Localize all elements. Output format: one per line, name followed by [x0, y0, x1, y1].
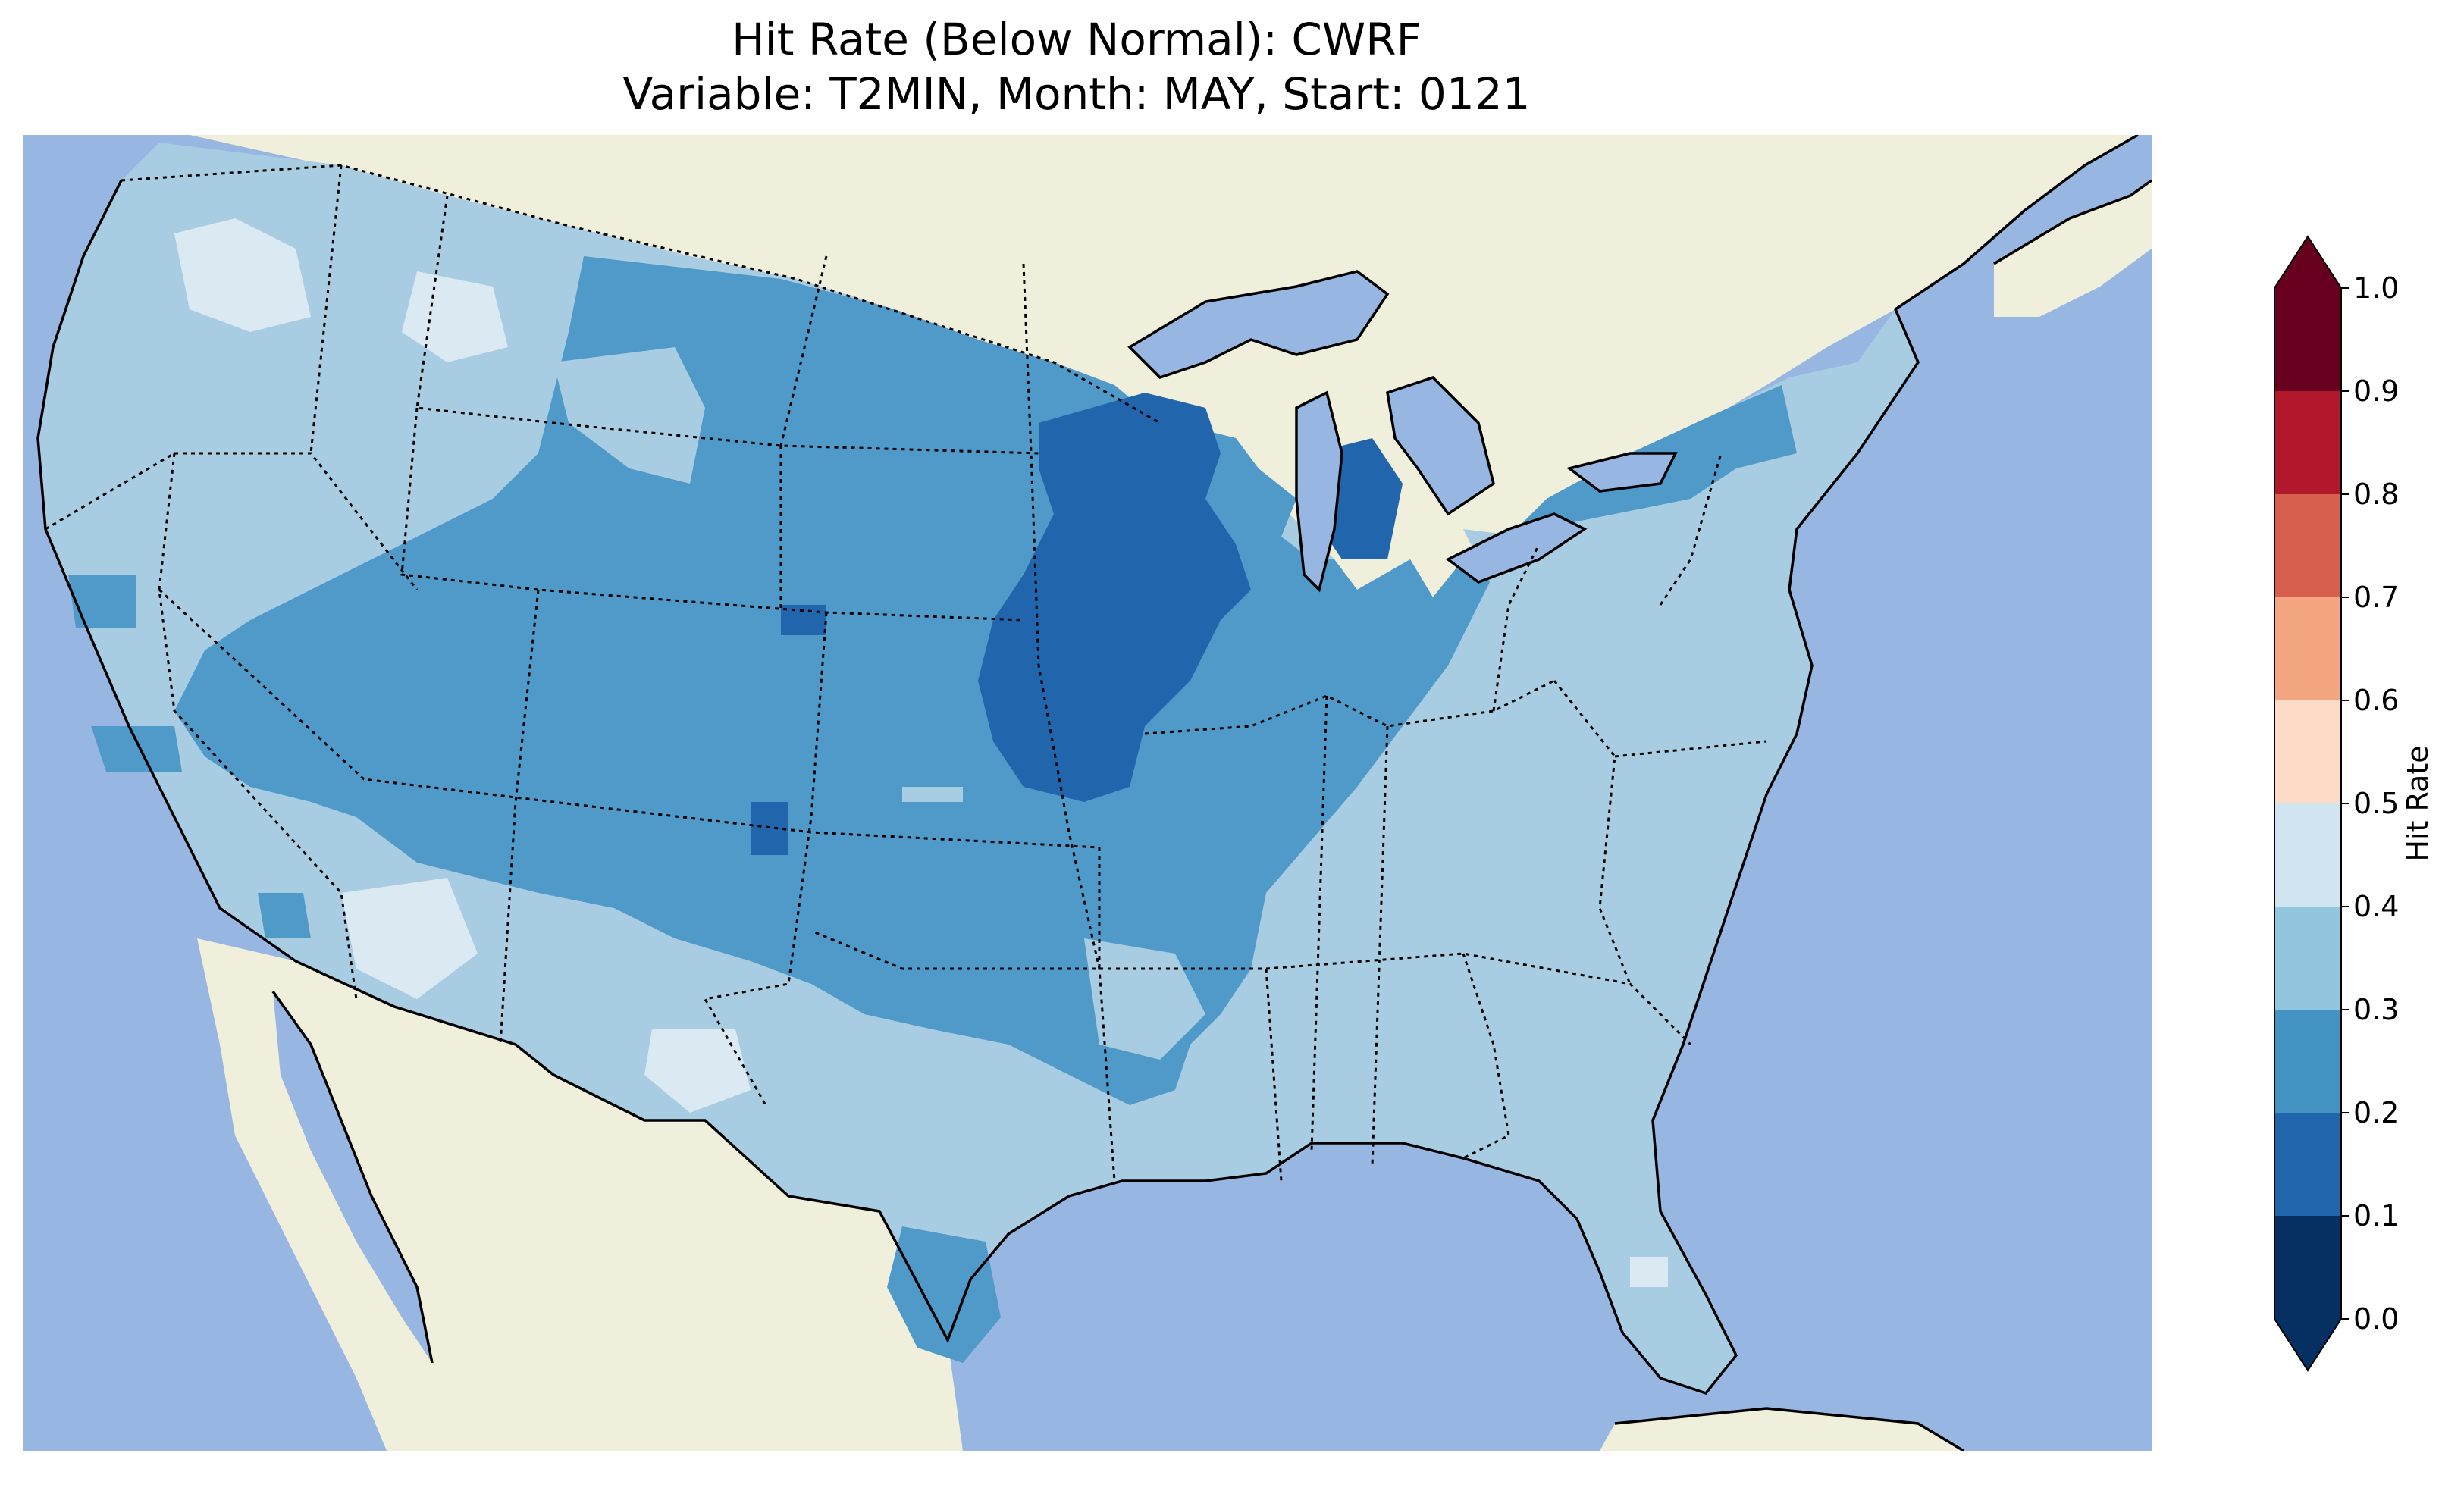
coastlines [36, 135, 2152, 1451]
lake-superior [1130, 271, 1387, 377]
colorbar-segment [2274, 391, 2341, 494]
colorbar-tick-label: 0.0 [2353, 1302, 2399, 1336]
colorbar-tick-label: 0.7 [2353, 581, 2399, 614]
colorbar-tick-label: 0.8 [2353, 478, 2399, 511]
colorbar-segment [2274, 494, 2341, 597]
colorbar-segment [2274, 597, 2341, 700]
colorbar-segment [2274, 803, 2341, 907]
mexico-land [197, 938, 963, 1451]
colorbar-tick-label: 0.3 [2353, 993, 2399, 1026]
gulf-of-california [273, 991, 432, 1363]
chart-title-line-2: Variable: T2MIN, Month: MAY, Start: 0121 [622, 68, 1531, 120]
colorbar-tick-label: 0.2 [2353, 1096, 2399, 1129]
colorbar-segment [2274, 700, 2341, 803]
colorbar-extend-max [2274, 236, 2341, 288]
lake-erie [1448, 514, 1585, 582]
colorbar-segment [2274, 907, 2341, 1010]
colorbar-tick-label: 0.6 [2353, 684, 2399, 717]
hit-rate-map [23, 135, 2152, 1451]
level-0.3-0.4-inclusions [371, 347, 1751, 1060]
colorbar-tick-label: 0.5 [2353, 787, 2399, 820]
colorbar-segments [2274, 235, 2342, 1372]
level-0.4-0.5 [174, 218, 1668, 1287]
colorbar-tick-label: 0.1 [2353, 1199, 2399, 1232]
borders [45, 164, 1767, 1182]
colorbar-segment [2274, 1113, 2341, 1216]
colorbar-label: Hit Rate [2401, 745, 2434, 861]
colorbar-tick-label: 0.4 [2353, 890, 2399, 923]
colorbar-segment [2274, 1010, 2341, 1113]
colorbar-tick-label: 0.9 [2353, 374, 2399, 408]
colorbar-ticks: 0.0 0.1 0.2 0.3 0.4 0.5 0.6 0.7 0.8 0.9 1.0 [2341, 271, 2399, 1336]
colorbar: 0.0 0.1 0.2 0.3 0.4 0.5 0.6 0.7 0.8 0.9 1.0 Hit Ra… [2274, 235, 2434, 1372]
colorbar-extend-min [2274, 1319, 2341, 1370]
colorbar-segment [2274, 288, 2341, 391]
chart-title-line-1: Hit Rate (Below Normal): CWRF [732, 14, 1422, 65]
colorbar-segment [2274, 1216, 2341, 1319]
maritime-land [1994, 180, 2152, 317]
colorbar-tick-label: 1.0 [2353, 271, 2399, 305]
